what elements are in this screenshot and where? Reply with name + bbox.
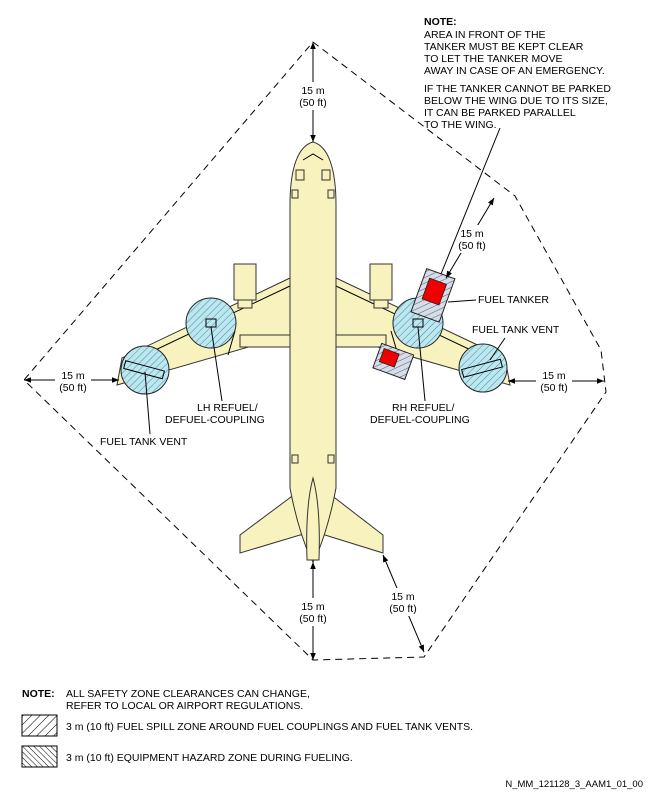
fuel-tank-vent-left-label: FUEL TANK VENT bbox=[100, 436, 188, 448]
legend-item-fuel-spill: 3 m (10 ft) FUEL SPILL ZONE AROUND FUEL … bbox=[66, 721, 473, 733]
dim-right-value: 15 m bbox=[542, 370, 566, 382]
lh-coupling-zone bbox=[185, 297, 237, 349]
rh-coupling-label: DEFUEL-COUPLING bbox=[370, 414, 470, 426]
note-line: TO THE WING. bbox=[424, 119, 497, 131]
right-vent-zone bbox=[458, 343, 508, 393]
legend-note-title: NOTE: bbox=[22, 688, 55, 700]
dim-upper-right-unit: (50 ft) bbox=[458, 240, 485, 252]
equipment-hazard-hatch-icon bbox=[21, 745, 58, 768]
lh-coupling-label: DEFUEL-COUPLING bbox=[165, 414, 265, 426]
note-line: AREA IN FRONT OF THE bbox=[424, 29, 546, 41]
note-title: NOTE: bbox=[424, 16, 457, 28]
note-line: TO LET THE TANKER MOVE bbox=[424, 53, 562, 65]
right-engine bbox=[369, 263, 393, 301]
rh-coupling-label: RH REFUEL/ bbox=[392, 402, 455, 414]
dim-bottom-right-value: 15 m bbox=[391, 591, 415, 603]
dim-bottom-value: 15 m bbox=[301, 601, 325, 613]
left-vent-zone bbox=[120, 345, 170, 395]
dim-top-value: 15 m bbox=[301, 85, 325, 97]
fuel-spill-hatch-icon bbox=[21, 714, 58, 737]
note-line: BELOW THE WING DUE TO ITS SIZE, bbox=[424, 95, 608, 107]
dim-bottom-unit: (50 ft) bbox=[299, 613, 326, 625]
dim-bottom-right-unit: (50 ft) bbox=[389, 603, 416, 615]
figure-id: N_MM_121128_3_AAM1_01_00 bbox=[505, 779, 643, 790]
note-line: TANKER MUST BE KEPT CLEAR bbox=[424, 41, 584, 53]
fuel-tanker-parallel bbox=[372, 342, 415, 381]
note-leader-line bbox=[440, 127, 501, 275]
fuel-tanker-label: FUEL TANKER bbox=[478, 294, 549, 306]
dim-top-unit: (50 ft) bbox=[299, 97, 326, 109]
lh-coupling-label: LH REFUEL/ bbox=[197, 402, 258, 414]
dim-upper-right-value: 15 m bbox=[460, 228, 484, 240]
left-engine bbox=[233, 263, 257, 301]
safety-zone-boundary bbox=[23, 41, 607, 661]
note-line: IT CAN BE PARKED PARALLEL bbox=[424, 107, 576, 119]
fuel-tanker bbox=[410, 267, 456, 323]
note-line: IF THE TANKER CANNOT BE PARKED bbox=[424, 83, 611, 95]
legend-item-equipment-hazard: 3 m (10 ft) EQUIPMENT HAZARD ZONE DURING… bbox=[66, 752, 353, 764]
fuel-tank-vent-right-label: FUEL TANK VENT bbox=[472, 324, 560, 336]
vertical-fin bbox=[306, 476, 320, 561]
dim-right-unit: (50 ft) bbox=[540, 382, 567, 394]
note-line: AWAY IN CASE OF AN EMERGENCY. bbox=[424, 65, 605, 77]
legend-note-line: REFER TO LOCAL OR AIRPORT REGULATIONS. bbox=[66, 700, 303, 712]
legend-note-line: ALL SAFETY ZONE CLEARANCES CAN CHANGE, bbox=[66, 688, 310, 700]
dim-left-unit: (50 ft) bbox=[59, 382, 86, 394]
dim-left-value: 15 m bbox=[61, 370, 85, 382]
